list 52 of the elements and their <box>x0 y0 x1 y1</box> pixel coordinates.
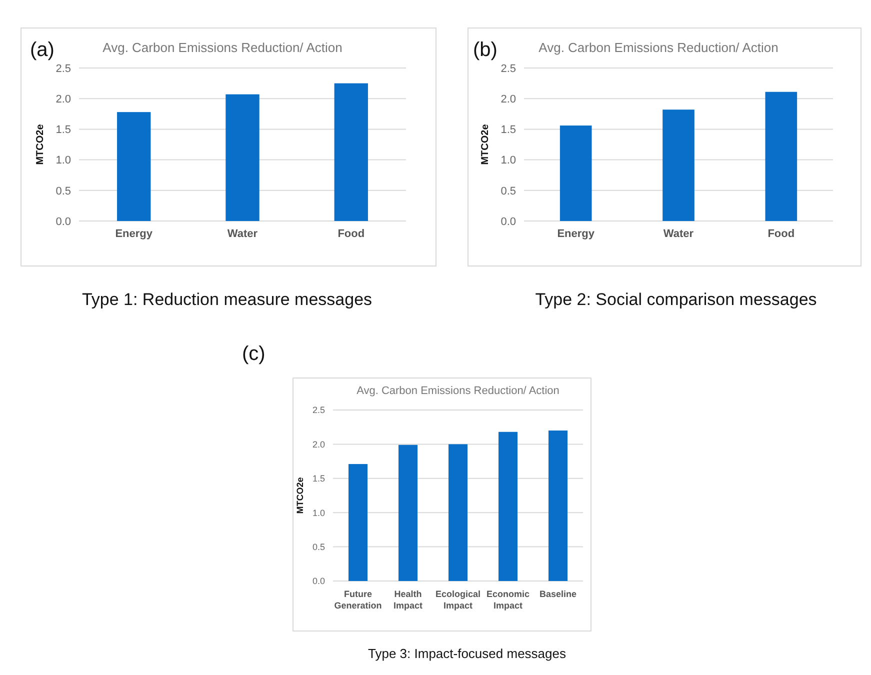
x-tick-label: Ecological Impact <box>435 589 481 610</box>
y-tick-label: 2.5 <box>500 62 516 75</box>
y-tick-label: 1.5 <box>500 124 516 136</box>
text: (a) <box>30 39 54 61</box>
chart-title: Avg. Carbon Emissions Reduction/ Action <box>102 40 342 55</box>
y-tick-label: 2.0 <box>312 439 325 450</box>
y-tick-label: 0.0 <box>312 576 325 586</box>
bar <box>348 464 368 581</box>
bar <box>498 432 518 581</box>
x-tick-label: Energy <box>557 228 596 240</box>
y-axis-title: MTCO2e <box>480 124 491 165</box>
x-tick-label: Economic Impact <box>486 589 530 610</box>
x-tick-label: Future Generation <box>334 589 382 610</box>
y-tick-label: 0.5 <box>56 185 71 198</box>
y-tick-label: 0.5 <box>500 185 516 198</box>
y-tick-label: 2.5 <box>56 62 71 75</box>
text: Type 1: Reduction measure messages <box>82 290 372 309</box>
x-tick-label: Food <box>338 228 365 240</box>
y-tick-label: 2.5 <box>312 405 325 416</box>
x-tick-label: Baseline <box>539 589 577 599</box>
y-tick-label: 1.0 <box>500 154 516 167</box>
y-tick-label: 1.5 <box>312 474 325 484</box>
bar <box>448 444 468 581</box>
y-tick-label: 0.0 <box>500 216 516 228</box>
bar <box>662 110 694 221</box>
text: (b) <box>473 39 498 61</box>
y-tick-label: 0.5 <box>312 542 325 552</box>
y-axis-title: MTCO2e <box>295 477 305 514</box>
x-tick-label: Food <box>768 228 795 240</box>
y-tick-label: 1.0 <box>312 508 325 518</box>
y-tick-label: 1.0 <box>56 154 71 167</box>
bar <box>560 126 592 221</box>
y-axis-title: MTCO2e <box>35 124 46 165</box>
x-tick-label: Health Impact <box>393 589 423 610</box>
bar <box>226 94 260 221</box>
x-tick-label: Energy <box>115 228 154 240</box>
x-tick-label: Water <box>663 228 694 240</box>
y-tick-label: 0.0 <box>56 216 71 228</box>
chart-title: Avg. Carbon Emissions Reduction/ Action <box>538 40 778 55</box>
text: (c) <box>242 343 266 365</box>
y-tick-label: 2.0 <box>500 93 516 106</box>
bar <box>548 430 568 581</box>
bar <box>117 112 151 221</box>
y-tick-label: 2.0 <box>56 93 71 106</box>
chart-title: Avg. Carbon Emissions Reduction/ Action <box>356 385 560 397</box>
bar <box>334 83 368 221</box>
bar <box>398 444 418 581</box>
text: Type 2: Social comparison messages <box>535 290 817 309</box>
bar <box>765 92 798 221</box>
text: Type 3: Impact-focused messages <box>368 646 566 661</box>
y-tick-label: 1.5 <box>56 124 71 136</box>
x-tick-label: Water <box>227 228 258 240</box>
